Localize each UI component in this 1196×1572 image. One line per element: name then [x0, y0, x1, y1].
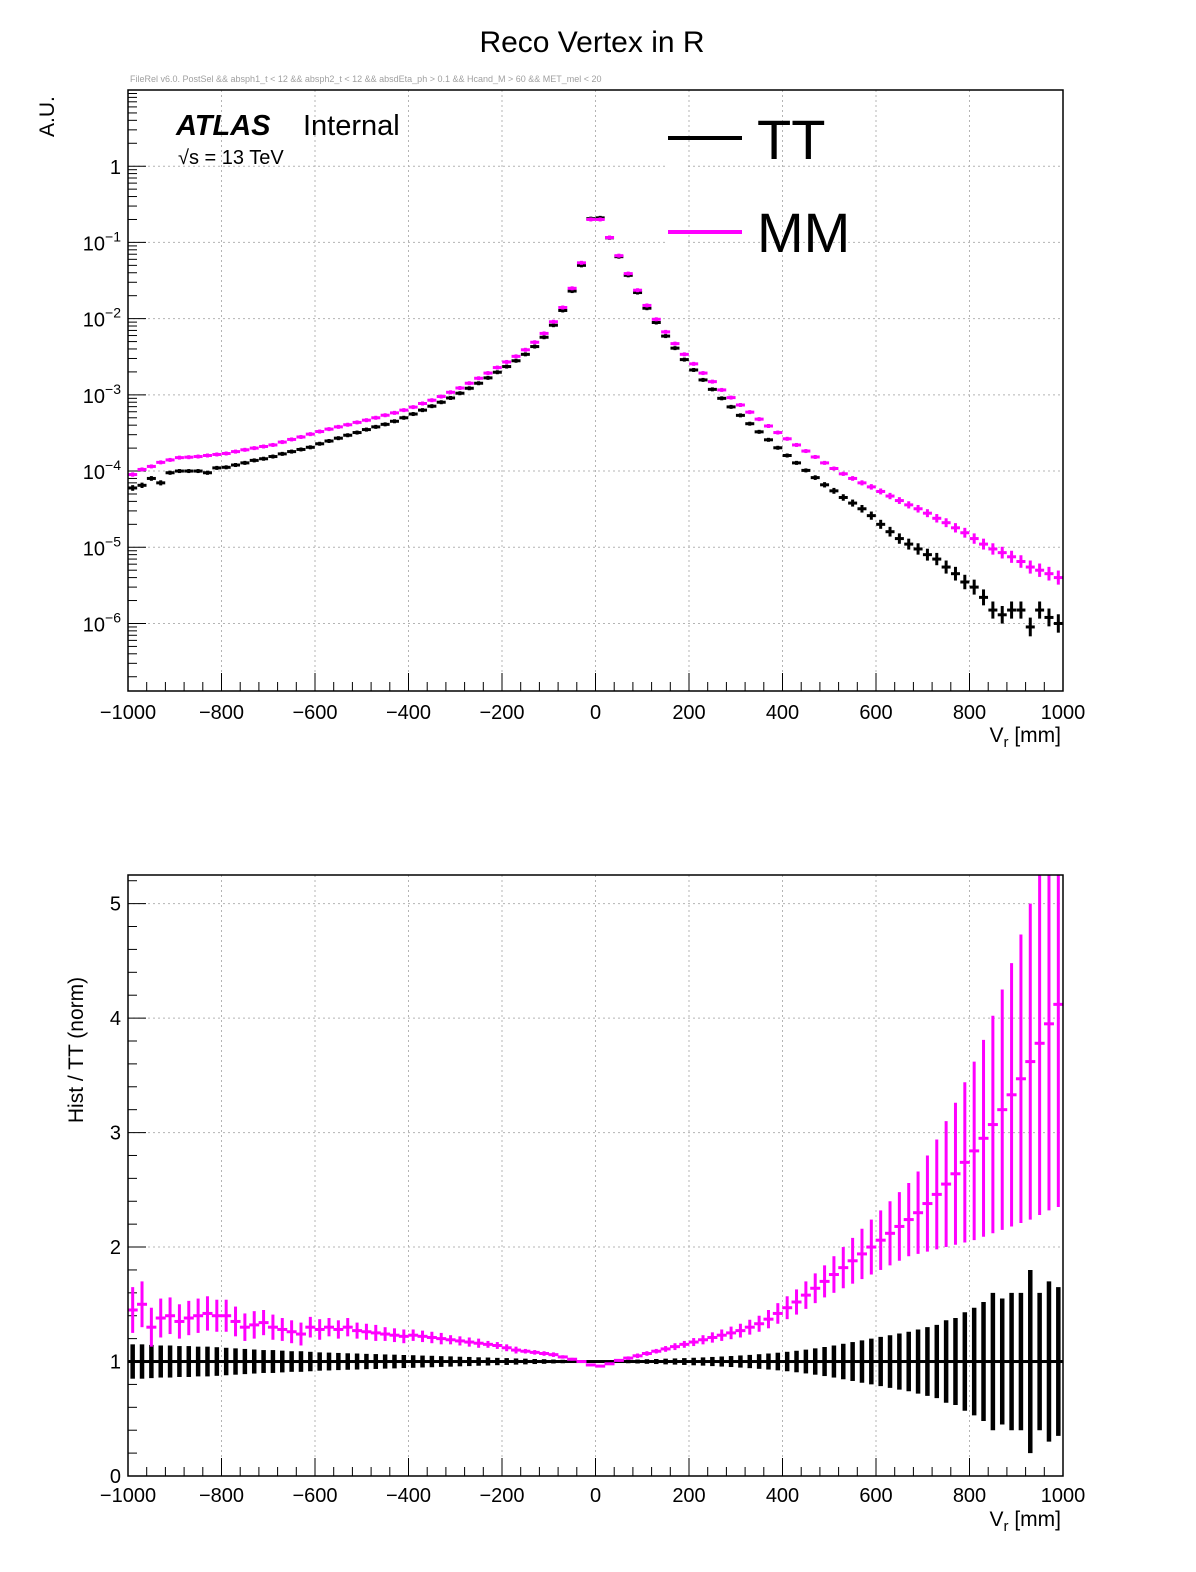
series-mm — [128, 217, 1063, 585]
legend-tt-label: TT — [757, 108, 825, 171]
x-tick-label: 600 — [859, 702, 892, 724]
chart-title: Reco Vertex in R — [479, 26, 704, 59]
y-tick-label: 1 — [110, 1352, 121, 1374]
x-tick-label: 200 — [672, 1485, 705, 1507]
x-tick-label: −1000 — [100, 1485, 156, 1507]
x-tick-label: 400 — [766, 702, 799, 724]
legend: TT MM — [668, 104, 850, 264]
top-x-axis-label: Vr [mm] — [989, 724, 1061, 751]
x-tick-label: 1000 — [1041, 702, 1086, 724]
x-tick-label: 400 — [766, 1485, 799, 1507]
y-tick-label: 5 — [110, 894, 121, 916]
x-tick-label: −200 — [479, 702, 524, 724]
x-tick-label: 1000 — [1041, 1485, 1086, 1507]
y-tick-label: 10−3 — [83, 381, 121, 408]
x-tick-label: 800 — [953, 702, 986, 724]
x-tick-label: −400 — [386, 702, 431, 724]
top-plot-frame — [127, 89, 1064, 692]
x-tick-label: 200 — [672, 702, 705, 724]
y-tick-label: 3 — [110, 1123, 121, 1145]
x-tick-label: −800 — [199, 702, 244, 724]
y-tick-label: 10−4 — [83, 457, 121, 484]
x-tick-label: −200 — [479, 1485, 524, 1507]
top-x-tick-labels: −1000 −800 −600 −400 −200 0 200 400 600 800 1000 — [100, 702, 1085, 724]
legend-mm-label: MM — [757, 201, 850, 264]
x-tick-label: 800 — [953, 1485, 986, 1507]
y-tick-label: 2 — [110, 1237, 121, 1259]
y-tick-label: 0 — [110, 1466, 121, 1488]
x-tick-label: −1000 — [100, 702, 156, 724]
y-tick-label: 4 — [110, 1008, 121, 1030]
y-tick-label: 1 — [110, 157, 121, 179]
bottom-y-axis-label: Hist / TT (norm) — [65, 977, 88, 1123]
y-tick-label: 10−5 — [83, 533, 121, 560]
internal-label: Internal — [303, 110, 400, 142]
y-tick-label: 10−6 — [83, 609, 121, 636]
bottom-y-tick-labels: 0 1 2 3 4 5 — [110, 894, 121, 1488]
x-tick-label: −600 — [292, 702, 337, 724]
x-tick-label: 0 — [590, 1485, 601, 1507]
x-tick-label: −800 — [199, 1485, 244, 1507]
energy-label: √s = 13 TeV — [178, 147, 284, 169]
x-tick-label: 0 — [590, 702, 601, 724]
bottom-panel: 0 1 2 3 4 5 −1000 −800 −600 −400 −200 0 200 400 600 80… — [65, 874, 1085, 1535]
top-y-tick-labels: 1 10−1 10−2 10−3 10−4 10−5 10−6 — [83, 157, 121, 636]
bottom-x-axis-label: Vr [mm] — [989, 1508, 1061, 1535]
legend-background — [668, 104, 688, 264]
x-tick-label: −600 — [292, 1485, 337, 1507]
y-tick-label: 10−1 — [83, 228, 121, 255]
top-y-axis-label: A.U. — [36, 96, 59, 137]
bottom-plot-frame — [127, 874, 1064, 1477]
bottom-series — [127, 875, 1064, 1454]
chart-subtitle: FileRel v6.0. PostSel && absph1_t < 12 &… — [130, 74, 602, 84]
y-tick-label: 10−2 — [83, 305, 121, 332]
atlas-label: ATLAS — [175, 110, 271, 142]
x-tick-label: −400 — [386, 1485, 431, 1507]
series-tt — [127, 1269, 1064, 1454]
top-series — [128, 215, 1063, 637]
x-tick-label: 600 — [859, 1485, 892, 1507]
series-mm — [127, 875, 1064, 1368]
bottom-x-tick-labels: −1000 −800 −600 −400 −200 0 200 400 600 800 1000 — [100, 1485, 1085, 1507]
top-panel: 110−110−210−310−410−510−6 −1000 −800 −600−… — [36, 89, 1085, 751]
